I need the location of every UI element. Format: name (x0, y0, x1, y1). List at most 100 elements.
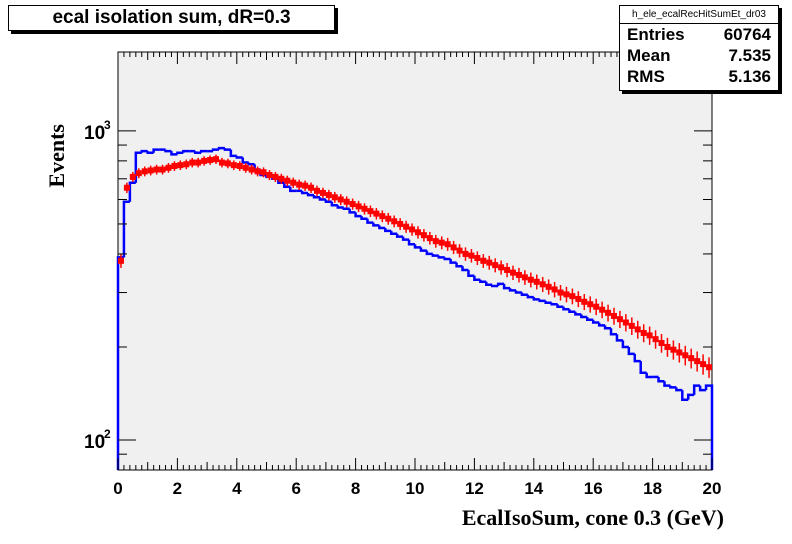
data-point (539, 276, 546, 293)
marker (521, 274, 528, 281)
marker (599, 306, 606, 313)
marker (153, 166, 160, 173)
data-point (426, 231, 433, 245)
x-tick-label: 18 (643, 479, 662, 498)
histogram-bin (479, 279, 487, 284)
marker (605, 309, 612, 316)
x-tick-label: 8 (351, 479, 360, 498)
data-point (664, 337, 671, 357)
stats-value: 5.136 (728, 66, 771, 86)
marker (480, 257, 487, 264)
marker (414, 229, 421, 236)
plot-frame (117, 51, 713, 471)
marker (515, 271, 522, 278)
histogram-bin (568, 309, 576, 314)
data-point (355, 200, 362, 213)
data-point (670, 340, 677, 360)
data-point (165, 162, 172, 173)
data-point (236, 161, 243, 171)
marker (403, 223, 410, 230)
marker (658, 340, 665, 347)
data-point (391, 215, 398, 228)
histogram-bin (354, 212, 362, 218)
histogram-bin (556, 304, 564, 308)
marker (432, 238, 439, 245)
data-point (587, 296, 594, 313)
histogram-bin (336, 205, 344, 209)
marker (563, 291, 570, 298)
histogram-bin (140, 149, 148, 153)
marker (236, 163, 243, 170)
marker (498, 264, 505, 271)
data-point (432, 234, 439, 248)
data-point (593, 298, 600, 316)
marker (379, 213, 386, 220)
data-point (474, 251, 481, 266)
histogram-bin (116, 256, 124, 470)
histogram-bin (413, 244, 421, 249)
histogram-bin (443, 257, 451, 261)
histogram-bin (544, 300, 552, 305)
marker (688, 355, 695, 362)
histogram-bin (520, 292, 528, 297)
y-tick-exponent: 3 (104, 118, 111, 132)
marker (296, 181, 303, 188)
histogram-bin (657, 376, 665, 383)
data-point (438, 236, 445, 250)
stats-row-rms: RMS 5.136 (620, 66, 778, 87)
marker (355, 203, 362, 210)
data-point (706, 357, 713, 378)
marker (230, 162, 237, 169)
stats-row-entries: Entries 60764 (620, 24, 778, 45)
marker (438, 239, 445, 246)
data-point (201, 156, 208, 166)
marker (628, 322, 635, 329)
histogram-bin (621, 340, 629, 349)
histogram-bin (514, 290, 522, 294)
marker (610, 312, 617, 319)
data-point (313, 185, 320, 197)
marker (242, 164, 249, 171)
data-point (563, 286, 570, 303)
histogram-bin (508, 288, 516, 292)
histogram-bin (467, 269, 475, 277)
data-point (480, 254, 487, 268)
data-point (218, 157, 225, 168)
marker (557, 289, 564, 296)
y-tick-label: 10 (84, 432, 105, 453)
histogram-bin (247, 162, 255, 166)
histogram-bin (431, 253, 439, 257)
data-point (545, 279, 552, 295)
histogram-bin (229, 149, 237, 158)
data-point (628, 317, 635, 335)
data-point (450, 240, 457, 255)
data-point (652, 330, 659, 349)
data-point (284, 175, 291, 186)
marker (587, 301, 594, 308)
data-point (682, 345, 689, 366)
marker (397, 220, 404, 227)
marker (278, 175, 285, 182)
histogram-bin (675, 387, 683, 392)
marker (313, 187, 320, 194)
data-point (403, 220, 410, 233)
x-tick-label: 14 (524, 479, 543, 498)
marker (409, 226, 416, 233)
marker (117, 257, 124, 264)
data-point (385, 212, 392, 225)
histogram-bin (645, 372, 653, 379)
marker (622, 319, 629, 326)
stats-label: Entries (627, 24, 685, 44)
histogram-bin (496, 282, 505, 286)
histogram-bin (615, 334, 623, 342)
histogram-bin (211, 148, 219, 152)
marker (444, 241, 451, 248)
marker (426, 235, 433, 242)
histogram-bin (223, 148, 231, 151)
histogram-bin (437, 255, 445, 259)
data-point (117, 254, 124, 268)
histogram-bin (580, 314, 588, 319)
histogram-bin (289, 186, 297, 193)
histogram-bin (609, 328, 617, 336)
data-point (373, 207, 380, 220)
